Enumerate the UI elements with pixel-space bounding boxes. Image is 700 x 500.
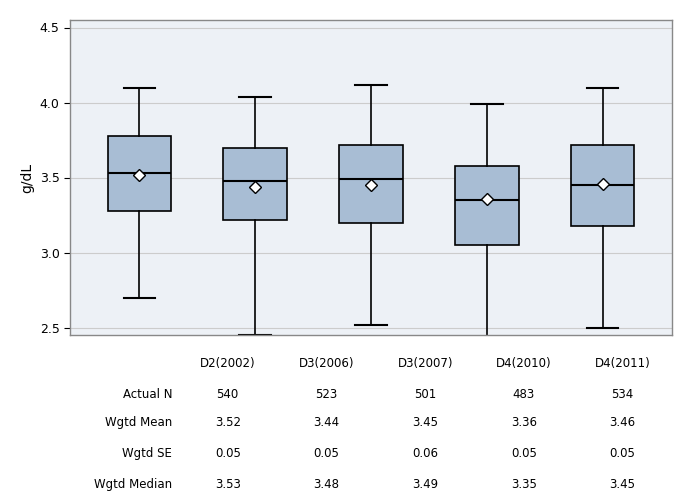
Text: 0.05: 0.05 bbox=[215, 447, 241, 460]
PathPatch shape bbox=[570, 144, 634, 226]
Text: D3(2006): D3(2006) bbox=[299, 357, 354, 370]
PathPatch shape bbox=[108, 136, 172, 210]
Text: Actual N: Actual N bbox=[122, 388, 172, 401]
Text: 0.05: 0.05 bbox=[314, 447, 340, 460]
PathPatch shape bbox=[455, 166, 519, 245]
Text: Wgtd Mean: Wgtd Mean bbox=[105, 416, 172, 429]
PathPatch shape bbox=[223, 148, 287, 220]
Text: D2(2002): D2(2002) bbox=[200, 357, 256, 370]
Text: 501: 501 bbox=[414, 388, 436, 401]
Text: 523: 523 bbox=[315, 388, 337, 401]
Text: Wgtd SE: Wgtd SE bbox=[122, 447, 172, 460]
Text: 0.06: 0.06 bbox=[412, 447, 438, 460]
Text: 3.49: 3.49 bbox=[412, 478, 438, 491]
Text: 3.48: 3.48 bbox=[314, 478, 340, 491]
Text: D3(2007): D3(2007) bbox=[398, 357, 453, 370]
Text: 3.36: 3.36 bbox=[511, 416, 537, 429]
Text: D4(2011): D4(2011) bbox=[595, 357, 650, 370]
Text: 0.05: 0.05 bbox=[511, 447, 537, 460]
PathPatch shape bbox=[340, 144, 402, 222]
Text: 3.45: 3.45 bbox=[610, 478, 636, 491]
Y-axis label: g/dL: g/dL bbox=[20, 162, 34, 192]
Text: 534: 534 bbox=[612, 388, 634, 401]
Text: 3.53: 3.53 bbox=[215, 478, 241, 491]
Text: D4(2010): D4(2010) bbox=[496, 357, 552, 370]
Text: 3.44: 3.44 bbox=[314, 416, 340, 429]
Text: 3.52: 3.52 bbox=[215, 416, 241, 429]
Text: 540: 540 bbox=[216, 388, 239, 401]
Text: 3.45: 3.45 bbox=[412, 416, 438, 429]
Text: 3.46: 3.46 bbox=[610, 416, 636, 429]
Text: Wgtd Median: Wgtd Median bbox=[94, 478, 172, 491]
Text: 3.35: 3.35 bbox=[511, 478, 537, 491]
Text: 0.05: 0.05 bbox=[610, 447, 636, 460]
Text: 483: 483 bbox=[513, 388, 535, 401]
